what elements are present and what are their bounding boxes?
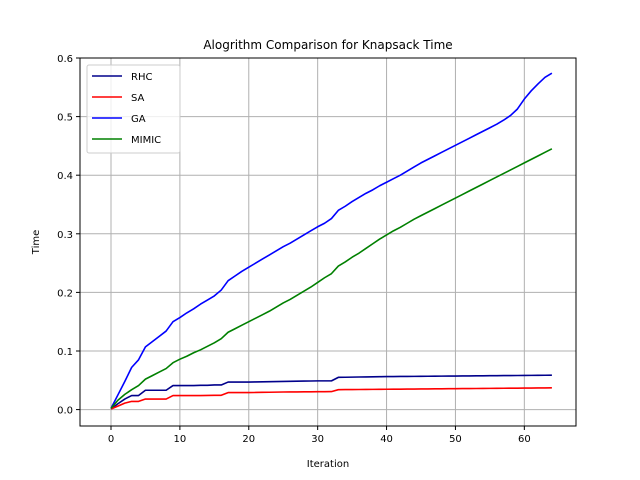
series-line-mimic	[110, 148, 553, 409]
y-tick-label: 0.4	[57, 171, 73, 182]
y-tick-label: 0.5	[57, 113, 73, 124]
x-tick-label: 20	[242, 434, 255, 445]
series-line-rhc	[110, 374, 552, 410]
x-tick-label: 10	[174, 434, 187, 445]
series-line-sa	[110, 387, 552, 410]
series-line-ga	[110, 72, 553, 409]
y-tick-label: 0.6	[57, 54, 73, 65]
legend-box	[86, 64, 181, 154]
axis-ticks: 0 10 20 30 40 50 60 0.0 0.1 0.2 0.3 0.4 0.5 0.6	[57, 54, 531, 445]
chart-title: Alogrithm Comparison for Knapsack Time	[203, 38, 452, 52]
y-axis-label: Time	[31, 230, 42, 255]
y-tick-label: 0.0	[57, 406, 73, 417]
x-axis-label: Iteration	[307, 459, 349, 470]
legend-label-sa: SA	[131, 93, 145, 104]
legend-label-ga: GA	[131, 114, 146, 125]
x-tick-label: 50	[449, 434, 462, 445]
x-tick-label: 0	[108, 434, 114, 445]
y-tick-label: 0.2	[57, 288, 73, 299]
y-tick-label: 0.3	[57, 230, 73, 241]
legend-label-mimic: MIMIC	[131, 135, 161, 146]
legend-label-rhc: RHC	[131, 72, 152, 83]
legend: RHC SA GA MIMIC	[86, 64, 181, 154]
plot-frame	[79, 57, 577, 427]
series-lines	[110, 72, 553, 410]
x-tick-label: 40	[380, 434, 393, 445]
x-tick-label: 30	[311, 434, 324, 445]
y-tick-label: 0.1	[57, 347, 73, 358]
x-tick-label: 60	[518, 434, 531, 445]
